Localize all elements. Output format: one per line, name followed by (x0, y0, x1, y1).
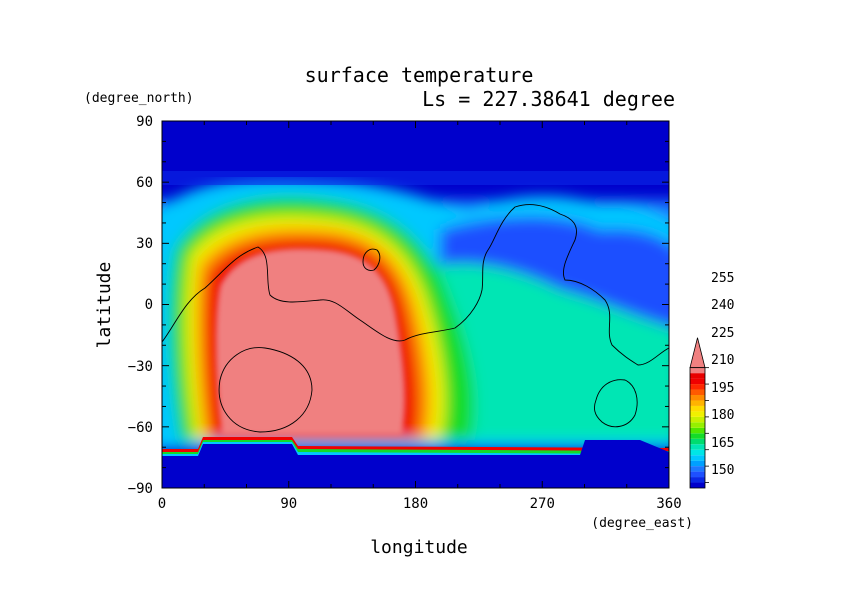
colorbar-tick-label: 225 (711, 326, 734, 341)
colorbar-segment (690, 389, 705, 396)
colorbar-tick-labels: 150 165 180 195 210 225 240 255 (711, 271, 734, 478)
x-tick-label: 360 (656, 496, 681, 512)
x-tick-label: 90 (280, 496, 297, 512)
elysium-contour (362, 248, 381, 271)
zone-polar-north (162, 121, 669, 177)
colorbar-frame (689, 367, 706, 489)
zone-hot-region (215, 248, 406, 435)
colorbar-segment (690, 449, 705, 456)
colorbar-segment (690, 427, 705, 434)
colorbar-segment (690, 395, 705, 401)
chart-title: surface temperature (305, 63, 534, 87)
colorbar (689, 337, 709, 489)
colorbar-segment (690, 400, 705, 406)
colorbar-overflow-triangle (689, 337, 706, 369)
colorbar-segment (690, 471, 705, 478)
colorbar-tick-label: 180 (711, 408, 734, 423)
y-units-label: (degree_north) (84, 91, 194, 106)
colorbar-segment (690, 405, 705, 412)
y-tick-label: −90 (128, 481, 153, 497)
zone-polar-south (162, 440, 669, 488)
heatmap-field (162, 121, 669, 488)
colorbar-segment (690, 378, 705, 385)
x-tick-labels: 0 90 180 270 360 (158, 496, 682, 512)
colorbar-segment (690, 455, 705, 461)
axis-ticks (161, 120, 670, 489)
colorbar-segment (690, 438, 705, 445)
colorbar-segment (690, 384, 705, 390)
zone-polar-north-edge (162, 171, 669, 185)
colorbar-segment (690, 411, 705, 417)
y-tick-label: 60 (136, 175, 153, 191)
colorbar-tick-label: 255 (711, 271, 734, 286)
colorbar-segment (690, 477, 705, 483)
colorbar-segment (690, 433, 705, 439)
colorbar-segment (690, 444, 705, 450)
colorbar-segment (690, 416, 705, 423)
y-tick-label: 0 (145, 297, 153, 313)
x-tick-label: 0 (158, 496, 166, 512)
y-tick-label: 30 (136, 236, 153, 252)
x-tick-label: 270 (530, 496, 555, 512)
colorbar-segment (690, 367, 705, 374)
y-tick-label: 90 (136, 114, 153, 130)
dichotomy-contour (162, 204, 669, 366)
argyre-basin-contour (594, 379, 638, 428)
y-tick-labels: 90 60 30 0 −30 −60 −90 (128, 114, 153, 497)
x-units-label: (degree_east) (591, 516, 693, 531)
colorbar-segment (690, 422, 705, 428)
colorbar-tick-label: 195 (711, 381, 734, 396)
topography-contours (162, 204, 669, 433)
colorbar-segment (690, 466, 705, 472)
x-axis-label: longitude (370, 537, 468, 558)
y-axis-label: latitude (94, 262, 115, 349)
y-tick-label: −30 (128, 359, 153, 375)
hellas-basin-contour (218, 347, 313, 433)
zone-east-teal (420, 263, 669, 440)
colorbar-segment (690, 482, 705, 488)
colorbar-tick-label: 165 (711, 436, 734, 451)
x-tick-label: 180 (403, 496, 428, 512)
y-tick-label: −60 (128, 420, 153, 436)
colorbar-segment (690, 373, 705, 379)
colorbar-segment (690, 460, 705, 467)
colorbar-tick-label: 240 (711, 298, 734, 313)
chart-subtitle: Ls = 227.38641 degree (422, 87, 675, 111)
colorbar-tick-label: 210 (711, 353, 734, 368)
colorbar-tick-label: 150 (711, 463, 734, 478)
